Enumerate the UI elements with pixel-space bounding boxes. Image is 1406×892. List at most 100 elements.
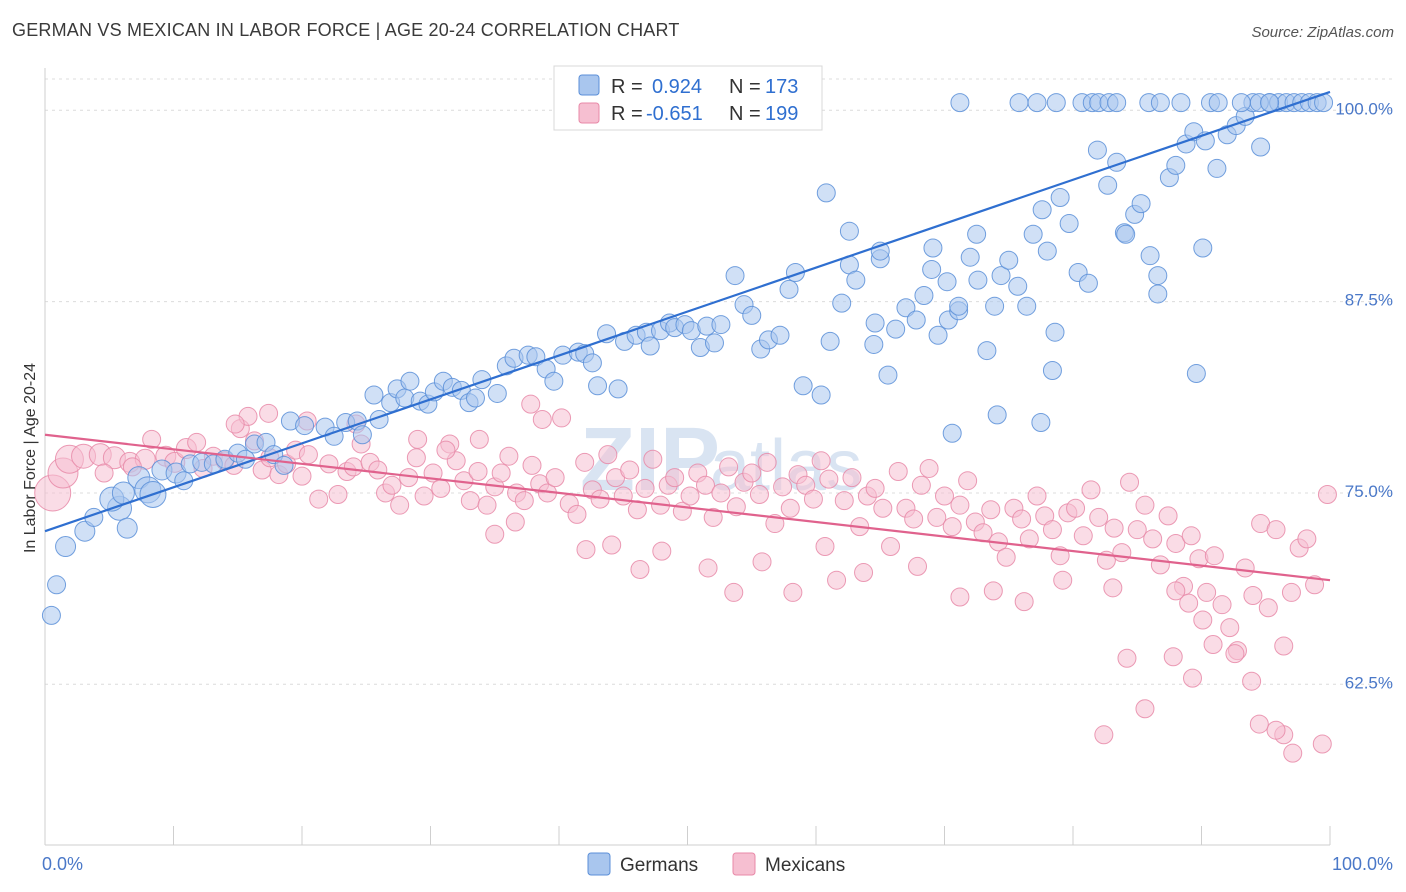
germans-point	[1017, 296, 1037, 316]
mexicans-point	[620, 460, 640, 480]
mexicans-point	[1242, 671, 1262, 691]
mexicans-point	[842, 468, 862, 488]
series-germans	[41, 93, 1334, 625]
mexicans-point	[1027, 486, 1047, 506]
mexicans-point	[1166, 533, 1186, 553]
germans-point	[960, 247, 980, 267]
legend-swatch-mexicans	[578, 102, 600, 124]
mexicans-point	[1150, 555, 1170, 575]
mexicans-point	[726, 497, 746, 517]
mexicans-point	[888, 462, 908, 482]
mexicans-point	[368, 460, 388, 480]
mexicans-point	[742, 463, 762, 483]
mexicans-point	[1235, 558, 1255, 578]
germans-point	[1078, 273, 1098, 293]
germans-point	[1031, 413, 1051, 433]
mexicans-point	[1297, 529, 1317, 549]
mexicans-point	[1317, 484, 1337, 504]
germans-point	[41, 605, 61, 625]
mexicans-point	[873, 498, 893, 518]
y-tick-label: 62.5%	[1345, 673, 1393, 692]
bottom-legend-label-mexicans: Mexicans	[765, 855, 845, 876]
axes: 62.5% 75.0% 87.5% 100.0%	[44, 68, 1393, 846]
mexicans-point	[142, 429, 162, 449]
mexicans-point	[652, 541, 672, 561]
mexicans-point	[865, 478, 885, 498]
mexicans-point	[1112, 543, 1132, 563]
mexicans-point	[613, 486, 633, 506]
mexicans-point	[522, 455, 542, 475]
germans-point	[1208, 93, 1228, 113]
germans-point	[1045, 322, 1065, 342]
mexicans-point	[1212, 595, 1232, 615]
mexicans-point	[521, 394, 541, 414]
mexicans-point	[1258, 598, 1278, 618]
germans-point	[937, 272, 957, 292]
germans-point	[47, 575, 67, 595]
germans-point	[1098, 175, 1118, 195]
mexicans-point	[1204, 546, 1224, 566]
germans-point	[1050, 188, 1070, 208]
germans-point	[1037, 241, 1057, 261]
mexicans-point	[1179, 593, 1199, 613]
mexicans-point	[485, 524, 505, 544]
mexicans-point	[1104, 518, 1124, 538]
germans-point	[878, 365, 898, 385]
germans-point	[793, 376, 813, 396]
germans-point	[1131, 194, 1151, 214]
mexicans-point	[1274, 636, 1294, 656]
germans-point	[704, 333, 724, 353]
mexicans-point	[719, 457, 739, 477]
legend-r-label-mexicans: R =	[611, 103, 643, 125]
germans-point	[588, 376, 608, 396]
mexicans-point	[942, 517, 962, 537]
legend-box: R = 0.924 N = 173 R = -0.651 N = 199	[553, 65, 823, 131]
mexicans-point	[1053, 570, 1073, 590]
mexicans-point	[815, 537, 835, 557]
germans-point	[465, 388, 485, 408]
mexicans-point	[1281, 582, 1301, 602]
germans-point	[1046, 93, 1066, 113]
mexicans-point	[630, 559, 650, 579]
mexicans-point	[643, 449, 663, 469]
germans-point	[1009, 93, 1029, 113]
mexicans-point	[187, 432, 207, 452]
mexicans-point	[780, 498, 800, 518]
mexicans-point	[773, 477, 793, 497]
germans-point	[820, 331, 840, 351]
germans-point	[864, 334, 884, 354]
bottom-legend-swatch-mexicans	[732, 852, 756, 876]
mexicans-point	[328, 484, 348, 504]
germans-point	[400, 371, 420, 391]
germans-point	[274, 455, 294, 475]
mexicans-point	[827, 570, 847, 590]
y-tick-label: 75.0%	[1345, 482, 1393, 501]
mexicans-point	[1203, 634, 1223, 654]
germans-point	[364, 385, 384, 405]
mexicans-point	[1163, 647, 1183, 667]
mexicans-point	[935, 486, 954, 506]
legend-n-label-mexicans: N =	[729, 103, 761, 125]
mexicans-point	[1019, 529, 1039, 549]
germans-point	[770, 325, 790, 345]
mexicans-point	[514, 491, 534, 511]
mexicans-point	[698, 558, 718, 578]
germans-point	[1148, 266, 1168, 286]
mexicans-point	[950, 587, 970, 607]
mexicans-point	[390, 495, 410, 515]
mexicans-point	[904, 509, 924, 529]
germans-point	[977, 341, 997, 361]
legend-n-label-germans: N =	[729, 76, 761, 98]
germans-point	[487, 383, 507, 403]
mexicans-point	[983, 581, 1003, 601]
germans-point	[886, 319, 906, 339]
x-tick-label-max: 100.0%	[1332, 854, 1393, 874]
germans-point	[395, 388, 415, 408]
germans-point	[295, 416, 315, 436]
germans-point	[942, 423, 962, 443]
germans-point	[832, 293, 852, 313]
mexicans-point	[703, 507, 723, 527]
mexicans-point	[292, 466, 312, 486]
germans-point	[1059, 214, 1079, 234]
mexicans-point	[1166, 581, 1186, 601]
